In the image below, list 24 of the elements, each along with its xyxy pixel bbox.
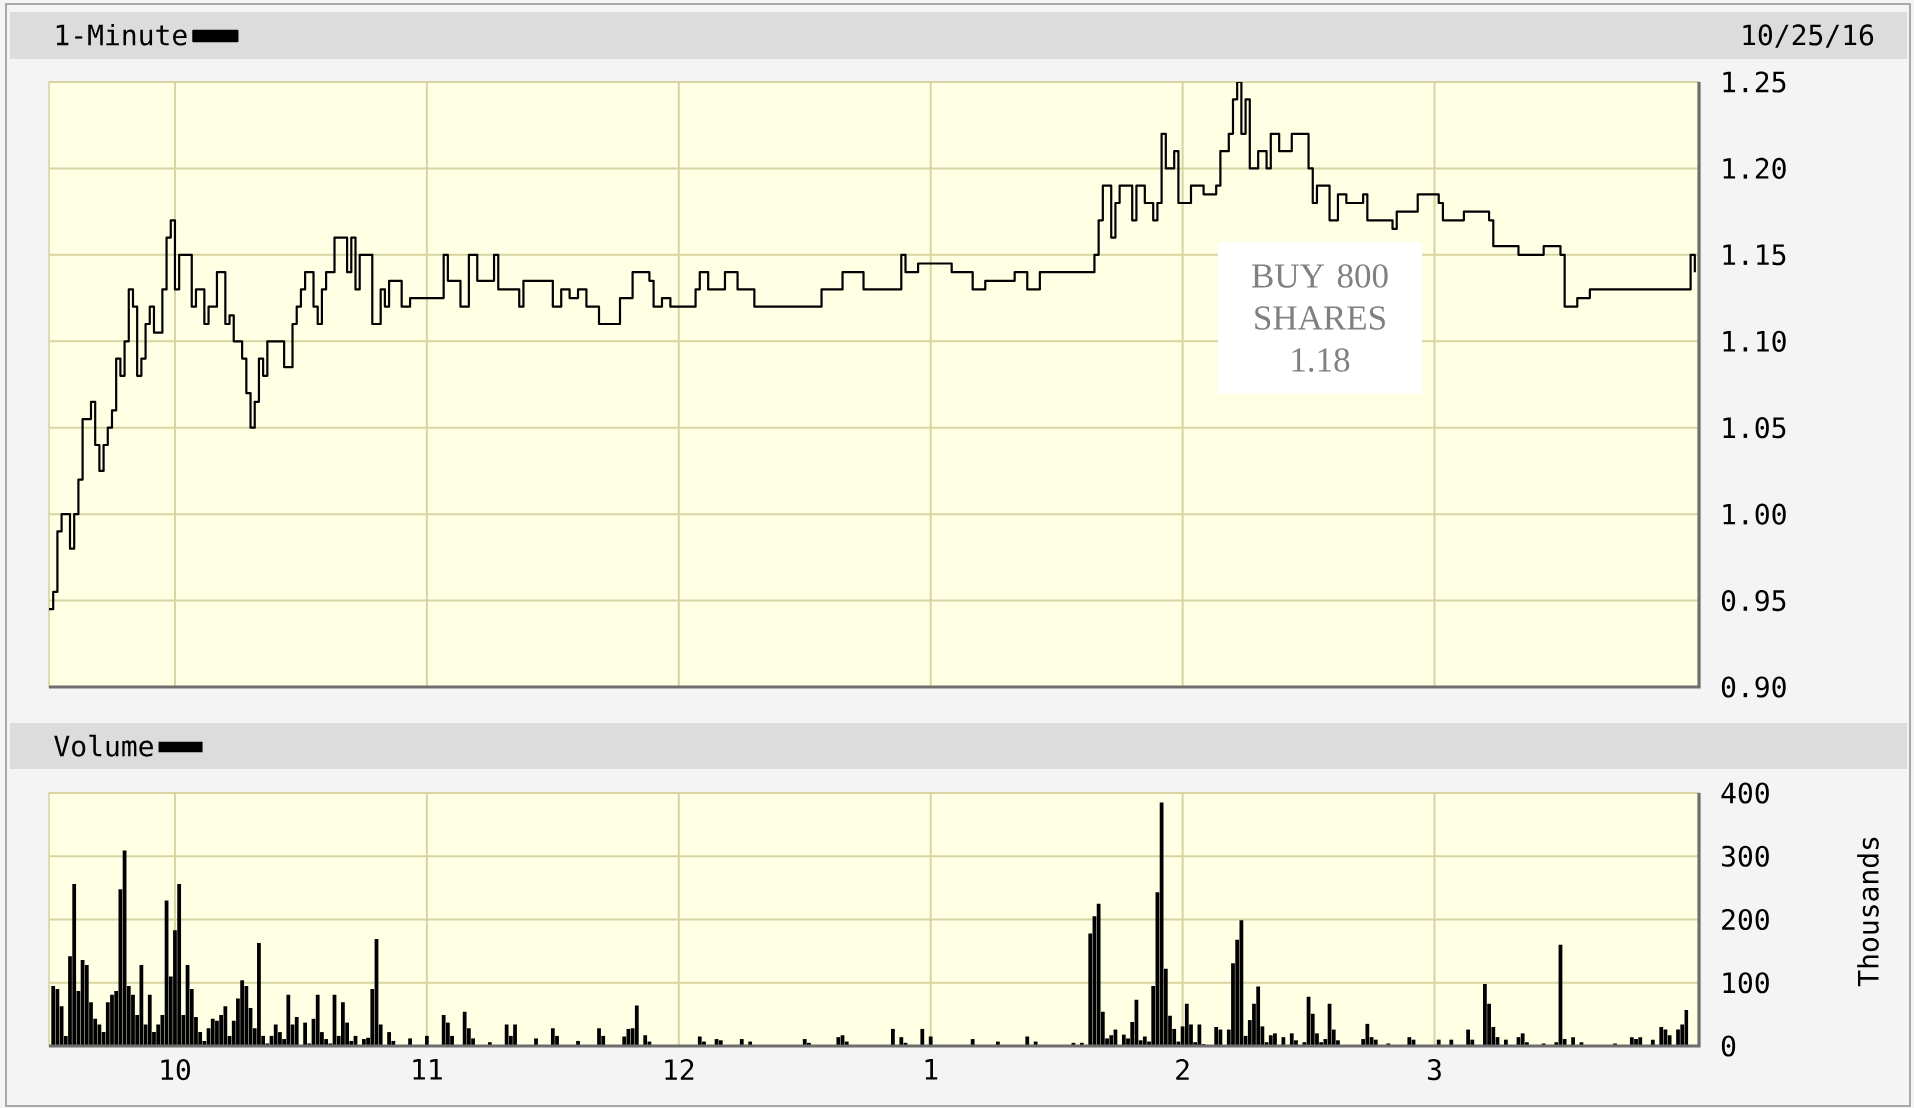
y-tick-label: 0.90 xyxy=(1721,676,1786,698)
x-tick-label: 10 xyxy=(161,1059,191,1081)
x-tick-label: 3 xyxy=(1427,1059,1441,1081)
y-tick-label: 0.95 xyxy=(1721,589,1786,612)
y-tick-label: 1.05 xyxy=(1723,417,1786,439)
y-tick-label: 100 xyxy=(1723,972,1769,994)
y-tick-label: 1.10 xyxy=(1723,330,1786,352)
y-tick-label: 300 xyxy=(1721,845,1769,867)
legend-label: 1-Minute xyxy=(56,23,187,46)
y-tick-label: 200 xyxy=(1722,908,1769,931)
x-tick-label: 1 xyxy=(925,1059,938,1080)
y-tick-label: 400 xyxy=(1721,782,1769,804)
y-tick-label: 1.25 xyxy=(1723,71,1786,93)
y-tick-label: 1.15 xyxy=(1723,244,1786,266)
y-tick-label: 1.20 xyxy=(1723,157,1786,180)
legend-label: Volume xyxy=(54,734,153,757)
text: 10/25/16 xyxy=(1743,24,1874,48)
x-tick-label: 2 xyxy=(1176,1059,1189,1080)
y-axis-title: Thousands xyxy=(1857,837,1879,987)
x-tick-label: 12 xyxy=(665,1059,694,1080)
x-tick-label: 11 xyxy=(413,1059,442,1080)
annotation: BUY 800 SHARES 1.18 xyxy=(1251,264,1388,372)
y-tick-label: 0 xyxy=(1721,1035,1736,1057)
y-tick-label: 1.00 xyxy=(1723,503,1786,525)
